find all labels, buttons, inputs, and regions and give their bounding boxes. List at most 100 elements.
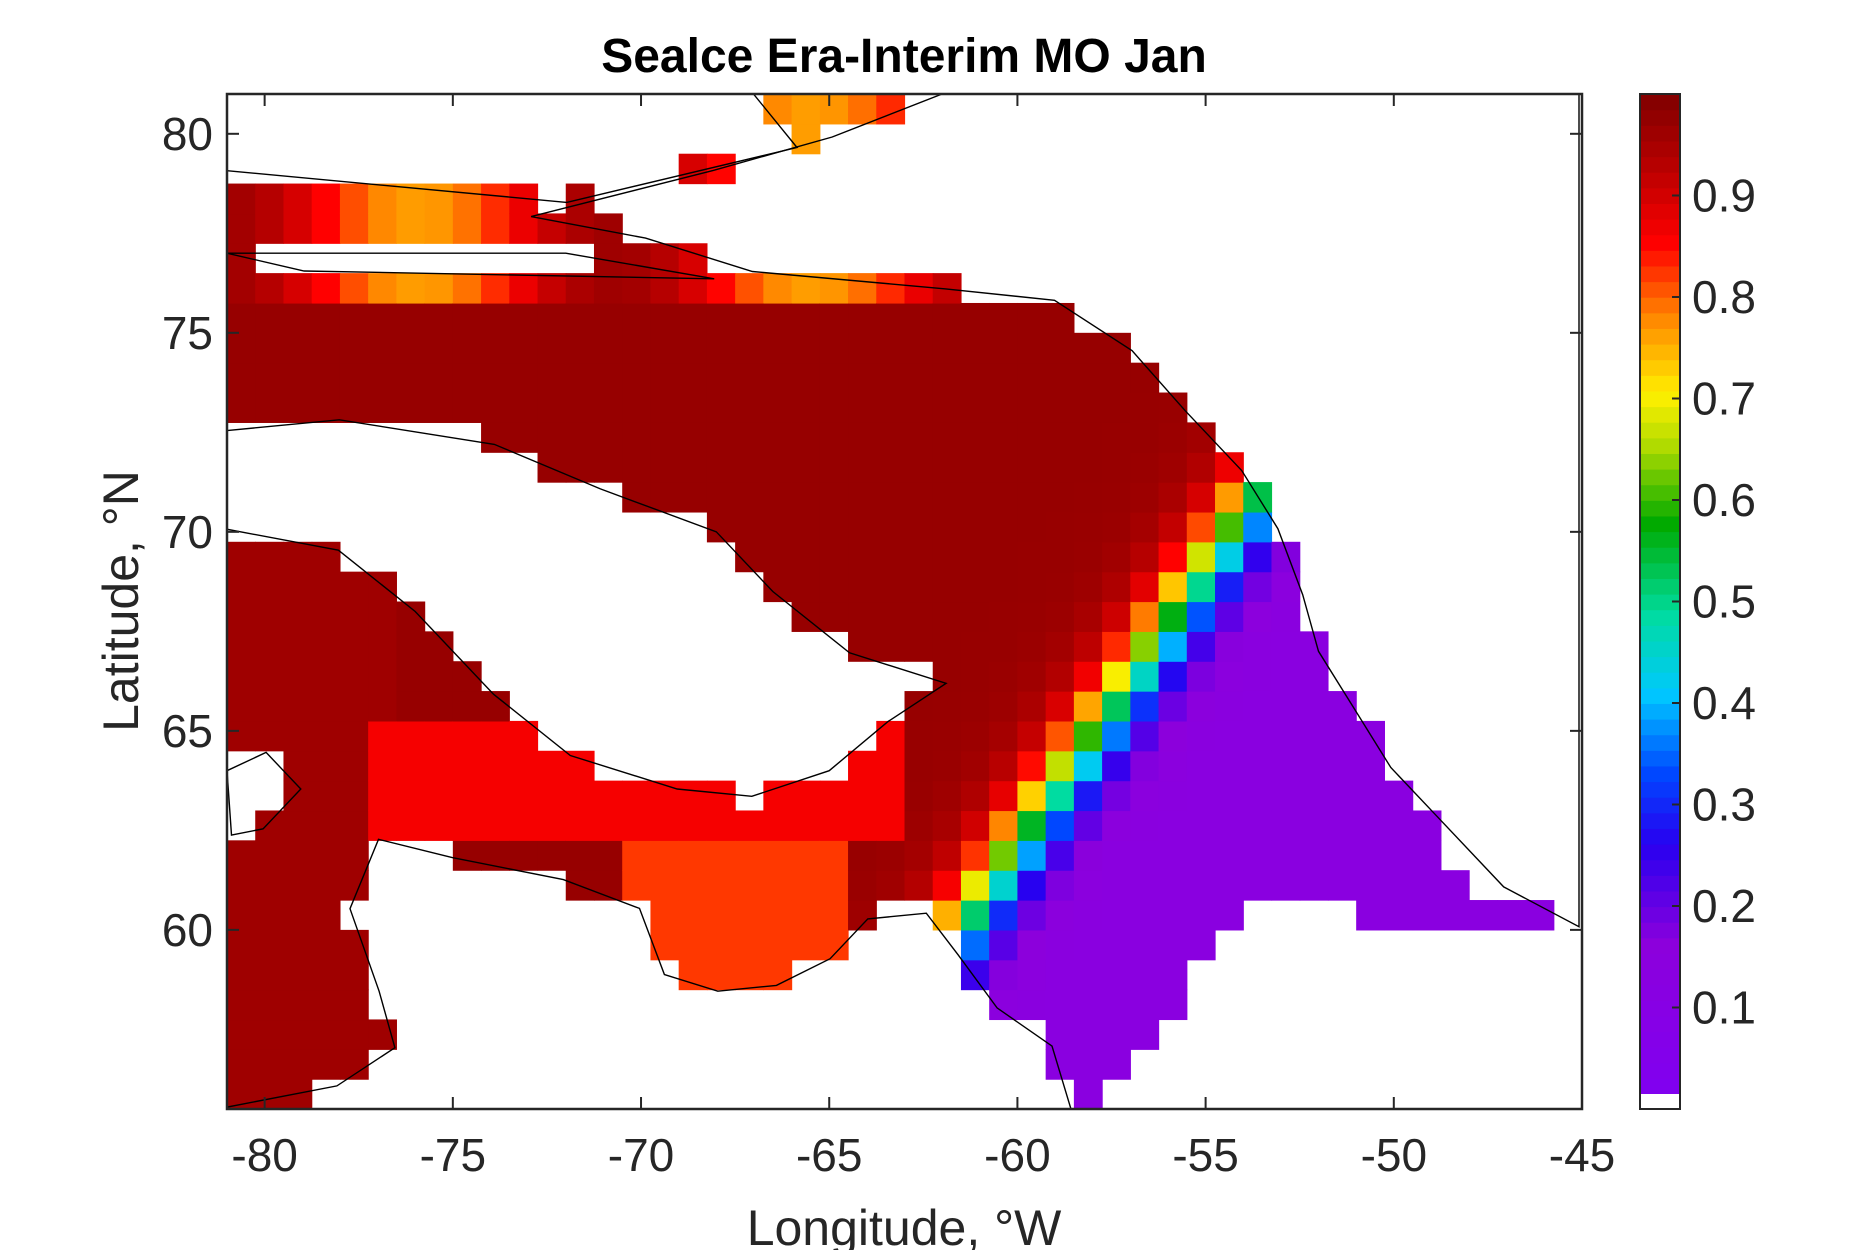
- heat-cell: [1130, 780, 1160, 812]
- heat-cell: [763, 900, 793, 931]
- heat-cell: [622, 780, 652, 812]
- heat-cell: [819, 601, 849, 632]
- heat-cell: [452, 691, 482, 722]
- heat-cell: [1215, 511, 1244, 543]
- heat-cell: [876, 511, 906, 543]
- heat-cell: [283, 870, 313, 901]
- heat-cell: [452, 302, 482, 334]
- heat-cell: [255, 541, 285, 573]
- heat-cell: [622, 332, 652, 364]
- heat-cell: [1130, 601, 1160, 632]
- heat-cell: [622, 362, 652, 394]
- heat-cell: [452, 213, 482, 244]
- heat-cell: [904, 571, 934, 603]
- heat-cell: [1102, 750, 1131, 782]
- heat-cell: [819, 332, 849, 364]
- heat-cell: [960, 631, 990, 662]
- heat-cell: [1186, 631, 1216, 662]
- heat-cell: [989, 840, 1019, 871]
- x-tick-label: -45: [1549, 1129, 1615, 1181]
- heat-cell: [368, 720, 397, 752]
- heat-cell: [678, 780, 708, 812]
- heat-cell: [1243, 870, 1273, 901]
- heat-cell: [876, 720, 906, 752]
- heat-cell: [904, 810, 934, 841]
- heat-cell: [1073, 482, 1103, 513]
- heat-cell: [1073, 541, 1103, 573]
- colorbar-tick-label: 0.8: [1692, 271, 1756, 323]
- heat-cell: [960, 840, 990, 871]
- heat-cell: [791, 332, 821, 364]
- colorbar-segment: [1640, 156, 1680, 173]
- colorbar-segment: [1640, 906, 1680, 923]
- heat-cell: [537, 750, 567, 782]
- heat-cell: [227, 392, 256, 423]
- heat-cell: [1130, 571, 1160, 603]
- heat-cell: [424, 810, 454, 841]
- heat-cell: [706, 482, 736, 513]
- heat-cell: [848, 94, 877, 125]
- heat-cell: [1243, 720, 1273, 752]
- heat-cell: [1130, 661, 1160, 692]
- heat-cell: [537, 780, 567, 812]
- heat-cell: [960, 810, 990, 841]
- heat-cell: [227, 900, 256, 931]
- heat-cell: [424, 302, 454, 334]
- heat-cell: [735, 959, 764, 991]
- heat-cell: [1017, 810, 1047, 841]
- heat-cell: [876, 302, 906, 334]
- heat-cell: [593, 273, 623, 304]
- heat-cell: [735, 929, 764, 961]
- heat-cell: [481, 720, 510, 752]
- coastline: [227, 252, 715, 280]
- heat-cell: [819, 452, 849, 483]
- heat-cell: [932, 810, 962, 841]
- heat-cell: [1271, 661, 1301, 692]
- heat-cell: [283, 273, 313, 304]
- colorbar-segment: [1640, 172, 1680, 189]
- heat-cell: [763, 332, 793, 364]
- heat-cell: [622, 810, 652, 841]
- heat-cell: [706, 422, 736, 453]
- heat-cell: [311, 810, 341, 841]
- heat-cell: [678, 840, 708, 871]
- heat-cell: [311, 1019, 341, 1050]
- heat-cell: [819, 780, 849, 812]
- heat-cell: [989, 750, 1019, 782]
- coastline: [227, 419, 948, 798]
- heat-cell: [650, 392, 680, 423]
- heat-cell: [876, 601, 906, 632]
- x-tick-label: -55: [1172, 1129, 1238, 1181]
- heat-cell: [481, 213, 510, 244]
- heat-cell: [1356, 900, 1385, 931]
- heat-cell: [227, 720, 256, 752]
- heat-cell: [791, 422, 821, 453]
- heat-cell: [311, 780, 341, 812]
- heat-cell: [368, 661, 397, 692]
- heat-cell: [368, 750, 397, 782]
- heat-cell: [932, 571, 962, 603]
- heat-cell: [1271, 691, 1301, 722]
- heat-cell: [1102, 482, 1131, 513]
- heat-cell: [452, 840, 482, 871]
- heat-cell: [1356, 810, 1385, 841]
- heat-cell: [622, 840, 652, 871]
- heat-cell: [819, 929, 849, 961]
- heat-cell: [1186, 750, 1216, 782]
- heat-cell: [481, 780, 510, 812]
- plot-frame: [225, 92, 1584, 1111]
- heat-cell: [622, 302, 652, 334]
- heat-cell: [311, 362, 341, 394]
- heat-cell: [989, 929, 1019, 961]
- heat-cell: [1130, 1019, 1160, 1050]
- colorbar-segment: [1640, 422, 1680, 439]
- heat-cell: [537, 302, 567, 334]
- heat-cell: [622, 422, 652, 453]
- heat-cell: [368, 1019, 397, 1050]
- heat-cell: [1158, 870, 1188, 901]
- heat-cell: [960, 601, 990, 632]
- colorbar-segment: [1640, 640, 1680, 658]
- heat-cell: [1299, 840, 1329, 871]
- heat-cell: [1130, 362, 1160, 394]
- heat-cell: [1243, 571, 1273, 603]
